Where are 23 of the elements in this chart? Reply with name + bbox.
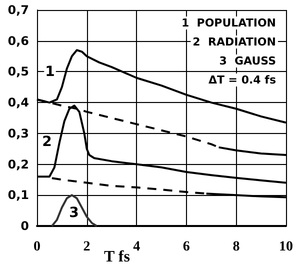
y-tick-label: 0,7: [8, 3, 29, 17]
x-tick-label: 2: [83, 240, 90, 254]
y-tick-label: 0,2: [8, 157, 29, 172]
x-tick-label: 10: [279, 240, 293, 254]
y-tick-label: 0,5: [8, 64, 29, 79]
y-tick-label: 0,1: [8, 188, 29, 202]
y-tick-label: 0,4: [8, 96, 29, 110]
y-tick-label: 0: [20, 219, 29, 233]
x-tick-label: 6: [182, 240, 190, 254]
annotation: 3 GAUSS: [219, 54, 276, 68]
annotation: ΔT = 0.4 fs: [208, 74, 276, 86]
annotation: 1 POPULATION: [181, 16, 276, 30]
x-tick-label: 4: [133, 240, 140, 254]
annotation: 2 RADIATION: [192, 36, 276, 48]
x-axis-title: T fs: [104, 248, 130, 266]
line-series: [50, 194, 98, 227]
annotation: 1: [45, 64, 55, 80]
x-tick-label: 8: [232, 240, 240, 254]
x-tick-label: 0: [34, 240, 40, 254]
annotation: 3: [69, 205, 79, 221]
annotation: 2: [42, 134, 52, 150]
y-tick-label: 0,6: [8, 34, 29, 48]
y-tick-label: 0,3: [8, 126, 29, 140]
